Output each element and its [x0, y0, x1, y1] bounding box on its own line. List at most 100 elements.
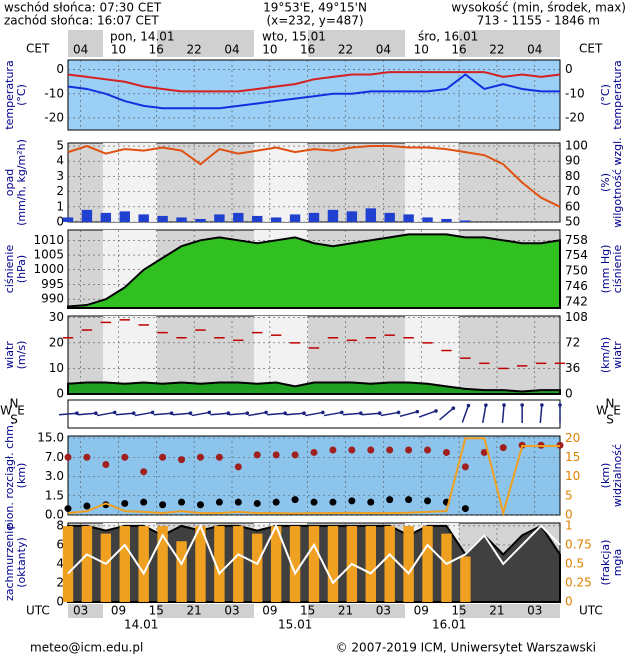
- bar: [176, 541, 187, 602]
- bar: [138, 214, 149, 222]
- cet-tick-label: 22: [187, 43, 202, 57]
- compass-label: W: [596, 404, 608, 418]
- bar: [214, 214, 225, 222]
- dot: [64, 453, 72, 461]
- arrow-head: [226, 411, 231, 416]
- y-tick-label: 2: [56, 184, 64, 198]
- sunrise: wschód słońca: 07:30 CET: [4, 1, 162, 15]
- y2-tick-label: 754: [565, 248, 588, 262]
- y2-tick-label: 20: [565, 431, 580, 445]
- y2-tick-label: 0.25: [565, 576, 592, 590]
- arrow-head: [484, 403, 488, 407]
- day-band: [254, 316, 308, 394]
- dot: [424, 497, 432, 505]
- cet-tick-label: 10: [111, 43, 126, 57]
- y-axis-label: pion. rozciągł. chm.: [3, 422, 16, 530]
- dot: [178, 456, 186, 464]
- dot: [272, 498, 280, 506]
- wind-arrow: [134, 410, 155, 417]
- dot: [291, 451, 299, 459]
- day-band: [254, 604, 308, 618]
- footer-email: meteo@icm.edu.pl: [30, 641, 143, 655]
- arrow-shaft: [210, 412, 229, 416]
- y2-axis-label: (mm Hg): [599, 245, 612, 294]
- arrow-shaft: [96, 411, 115, 417]
- cet-tick-label: 04: [73, 43, 88, 57]
- dot: [83, 453, 91, 461]
- y-axis-label: (m/s): [15, 341, 28, 370]
- dot: [442, 448, 450, 456]
- wind-arrow: [323, 410, 344, 417]
- date-top: wto, 15.01: [262, 30, 326, 44]
- line: [67, 73, 560, 110]
- dot: [480, 448, 488, 456]
- y2-tick-label: 0: [565, 508, 573, 522]
- bar: [384, 526, 395, 602]
- y-tick-label: 0: [56, 62, 64, 76]
- sunset: zachód słońca: 16:07 CET: [4, 14, 159, 28]
- dot: [405, 446, 413, 454]
- arrow-head: [112, 410, 117, 415]
- bar: [176, 217, 187, 222]
- dot: [461, 463, 469, 471]
- cet-tick-label: 22: [489, 43, 504, 57]
- bar: [289, 526, 301, 602]
- arrow-shaft: [342, 412, 361, 416]
- arrow-shaft: [361, 412, 380, 416]
- bar: [214, 526, 225, 602]
- dot: [121, 499, 129, 507]
- wind-arrow: [248, 410, 268, 417]
- dot: [121, 453, 129, 461]
- utc-tick-label: 03: [527, 604, 542, 618]
- dot: [386, 446, 394, 454]
- dot: [215, 498, 223, 506]
- arrow-shaft: [439, 407, 454, 421]
- y2-axis-label: (frakcja): [599, 540, 612, 586]
- dot: [234, 463, 242, 471]
- y2-tick-label: 742: [565, 294, 588, 308]
- wind-arrow: [115, 411, 136, 416]
- bar: [365, 526, 376, 602]
- compass-label: W: [0, 404, 12, 418]
- y-tick-label: 1: [56, 199, 64, 213]
- bar: [81, 209, 93, 222]
- arrow-head: [377, 411, 382, 416]
- utc-tick-label: 09: [111, 604, 126, 618]
- arrow-head: [188, 411, 193, 416]
- dot: [329, 498, 337, 506]
- day-band: [405, 143, 459, 222]
- dot: [102, 460, 110, 468]
- bar: [62, 217, 74, 222]
- y-tick-label: 0: [56, 215, 64, 229]
- cet-tick-label: 04: [527, 43, 542, 57]
- arrow-head: [466, 403, 471, 408]
- day-band: [103, 604, 157, 618]
- y2-axis-label: widzialność: [611, 444, 624, 507]
- y-tick-label: -20: [44, 110, 64, 124]
- bar: [460, 556, 471, 602]
- compass-label: S: [606, 413, 614, 427]
- arrow-head: [339, 410, 344, 415]
- height-label: wysokość (min, środek, max): [451, 1, 626, 15]
- wind-arrow: [558, 403, 562, 423]
- dot: [461, 505, 469, 513]
- bar: [289, 214, 301, 222]
- arrow-head: [520, 403, 524, 407]
- dot: [367, 446, 375, 454]
- day-band: [405, 316, 459, 394]
- y-tick-label: 20: [49, 335, 64, 349]
- compass-label: N: [606, 397, 615, 411]
- heights: 713 - 1155 - 1846 m: [477, 14, 600, 28]
- dot: [499, 444, 507, 452]
- arrow-shaft: [399, 410, 418, 418]
- y2-tick-label: 80: [565, 169, 580, 183]
- dot: [272, 451, 280, 459]
- y-tick-label: 5: [56, 139, 64, 153]
- date-top: pon, 14.01: [110, 30, 175, 44]
- bar: [138, 526, 149, 602]
- dot: [140, 498, 148, 506]
- bar: [62, 526, 74, 602]
- wind-arrow: [96, 410, 117, 417]
